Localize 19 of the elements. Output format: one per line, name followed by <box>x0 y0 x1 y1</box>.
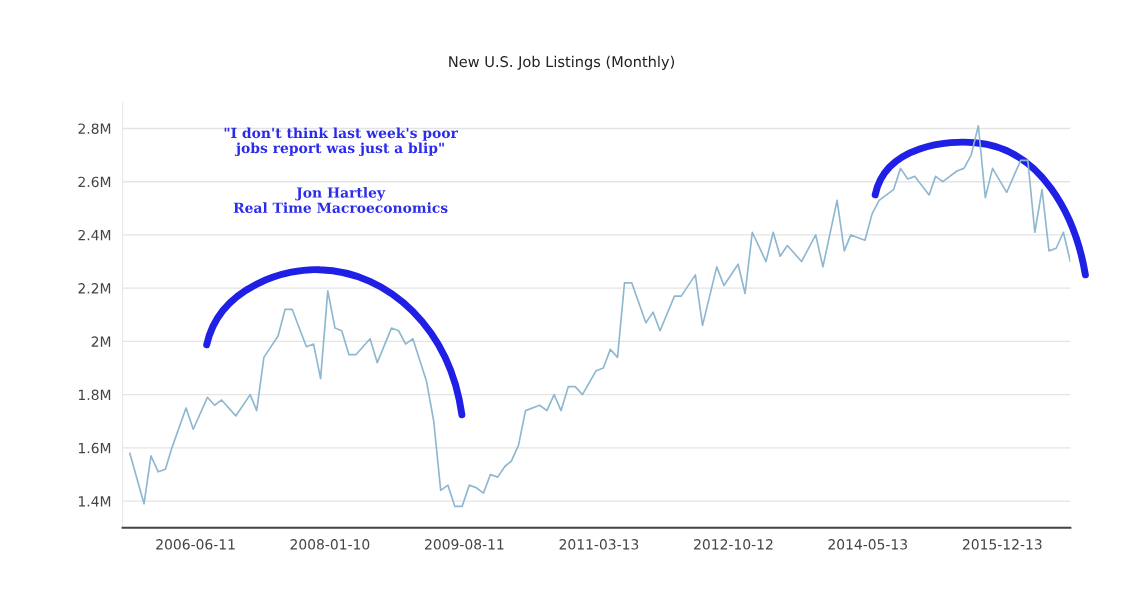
x-tick-label: 2008-01-10 <box>290 539 370 550</box>
x-tick-label: 2014-05-13 <box>828 539 907 550</box>
chart-title: New U.S. Job Listings (Monthly) <box>449 55 675 70</box>
y-tick-label: 2M <box>91 336 111 347</box>
x-tick-label: 2011-03-13 <box>559 539 639 550</box>
y-tick-label: 2.4M <box>78 229 111 241</box>
annotation: Jon Hartley Real Time Macroeconomics <box>233 187 448 213</box>
y-tick-label: 2.6M <box>78 176 111 188</box>
x-tick-label: 2015-12-13 <box>962 539 1042 550</box>
y-tick-label: 2.2M <box>78 283 111 294</box>
annotation: "I don't think last week's poor jobs report was just a blip" <box>224 127 459 157</box>
y-tick-label: 1.4M <box>78 496 111 507</box>
x-tick-label: 2009-08-11 <box>425 539 504 550</box>
line-series <box>128 124 1071 508</box>
y-tick-label: 1.8M <box>78 389 111 401</box>
x-tick-label: 2006-06-11 <box>156 539 235 550</box>
y-tick-label: 2.8M <box>78 123 111 134</box>
y-tick-label: 1.6M <box>78 442 111 454</box>
x-tick-label: 2012-10-12 <box>694 539 773 550</box>
